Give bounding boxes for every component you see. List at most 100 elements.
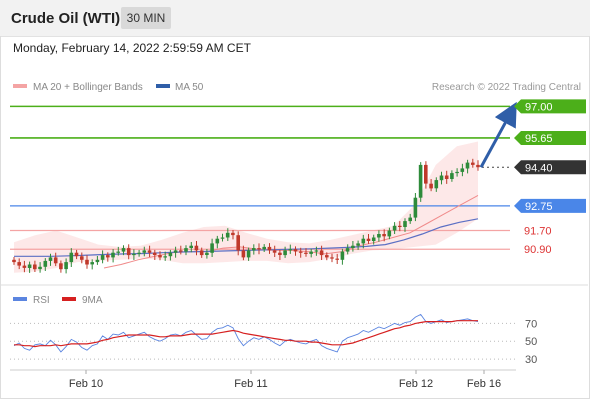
candle-body: [340, 251, 345, 260]
candle-body: [418, 164, 423, 198]
candle-body: [100, 255, 105, 260]
candle-body: [325, 255, 329, 258]
x-tick-label: Feb 10: [69, 378, 103, 390]
candle-body: [116, 251, 120, 253]
candle-body: [152, 252, 157, 255]
rsi-tick-30: 30: [525, 354, 537, 366]
candle-body: [304, 252, 308, 254]
candle-body: [272, 250, 277, 253]
candle-body: [74, 252, 79, 257]
x-tick-label: Feb 12: [399, 378, 433, 390]
candle-body: [298, 251, 303, 253]
legend-9ma-label: 9MA: [82, 295, 103, 306]
candle-body: [173, 250, 178, 253]
legend-ma50-swatch: [156, 84, 170, 88]
candle-body: [27, 264, 32, 268]
level-label-97.00: 97.00: [525, 101, 553, 113]
candle-body: [194, 245, 199, 251]
candle-body: [48, 257, 53, 261]
candle-body: [429, 183, 433, 189]
candle-body: [184, 248, 188, 252]
candle-body: [351, 245, 355, 248]
candle-body: [413, 197, 418, 218]
candle-body: [335, 258, 339, 260]
candle-body: [179, 250, 183, 252]
candle-body: [330, 257, 334, 259]
level-tag-94.40: [514, 160, 586, 175]
candle-body: [283, 250, 287, 256]
candle-body: [455, 171, 459, 174]
candle-body: [205, 252, 209, 255]
candle-body: [12, 259, 16, 263]
candle-body: [17, 262, 21, 266]
candle-body: [246, 250, 251, 258]
candle-body: [361, 238, 366, 244]
candle-body: [236, 235, 240, 251]
candle-body: [460, 168, 465, 172]
timeframe-button[interactable]: 30 MIN: [121, 7, 171, 29]
ma50-line: [14, 218, 479, 257]
candle-body: [403, 221, 407, 227]
candle-body: [392, 225, 397, 231]
level-label-95.65: 95.65: [525, 133, 553, 145]
candle-body: [450, 173, 454, 179]
candle-body: [53, 257, 58, 264]
rsi-tick-50: 50: [525, 336, 537, 348]
candle-body: [377, 234, 381, 238]
candle-body: [90, 262, 94, 265]
legend-ma20-swatch: [13, 84, 27, 88]
candle-body: [293, 249, 298, 252]
legend-ma50-label: MA 50: [175, 82, 204, 93]
legend-ma20-label: MA 20 + Bollinger Bands: [33, 82, 143, 93]
candle-body: [225, 232, 230, 238]
candle-body: [22, 265, 27, 268]
candle-body: [241, 250, 246, 258]
header-bar: Crude Oil (WTI) 30 MIN: [0, 0, 590, 37]
candle-body: [434, 180, 439, 189]
candle-body: [80, 256, 84, 260]
candle-body: [231, 232, 235, 236]
candle-body: [424, 164, 428, 184]
candle-body: [189, 245, 193, 248]
candle-body: [319, 250, 324, 256]
level-tag-92.75: [514, 198, 586, 213]
candle-body: [142, 250, 147, 253]
x-tick-label: Feb 16: [467, 378, 501, 390]
datetime-label: Monday, February 14, 2022 2:59:59 AM CET: [13, 41, 251, 55]
candle-body: [444, 175, 449, 179]
candle-body: [163, 256, 167, 258]
candle-body: [382, 234, 386, 237]
candle-body: [215, 238, 220, 244]
legend-9ma-swatch: [62, 297, 76, 301]
legend-rsi-label: RSI: [33, 295, 50, 306]
candle-body: [366, 238, 371, 241]
candle-body: [262, 246, 266, 250]
level-tag-95.65: [514, 130, 586, 145]
x-tick-label: Feb 11: [234, 378, 267, 390]
rsi-line: [13, 313, 479, 353]
legend-rsi-swatch: [13, 297, 27, 301]
candle-body: [43, 260, 48, 267]
credit-text: Research © 2022 Trading Central: [432, 82, 581, 93]
candle-body: [439, 175, 444, 181]
candle-body: [252, 248, 256, 251]
candle-body: [408, 217, 412, 222]
level-label-94.40: 94.40: [525, 162, 553, 174]
candle-body: [137, 252, 141, 254]
candle-body: [33, 264, 37, 270]
candle-body: [126, 248, 131, 256]
candle-body: [210, 243, 214, 253]
candle-body: [314, 250, 319, 252]
candle-body: [199, 250, 204, 256]
rsi-tick-70: 70: [525, 318, 537, 330]
bollinger-band: [14, 141, 478, 273]
candle-body: [132, 253, 136, 256]
candle-body: [398, 225, 402, 227]
candle-body: [345, 248, 350, 252]
level-label-92.75: 92.75: [525, 201, 553, 213]
candle-body: [158, 255, 162, 258]
candle-body: [147, 250, 152, 253]
candle-body: [267, 246, 272, 251]
candle-body: [69, 252, 74, 263]
candle-body: [371, 237, 376, 241]
